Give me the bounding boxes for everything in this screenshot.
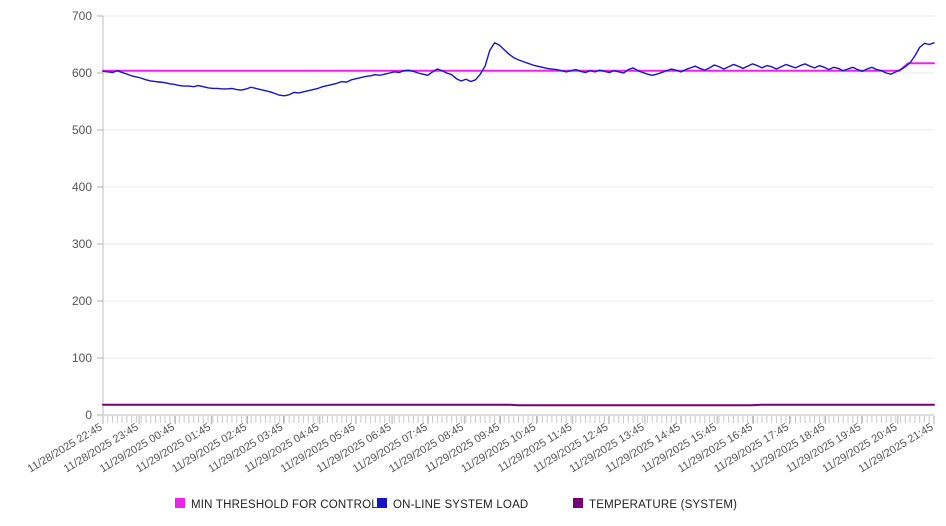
axis-lines (102, 16, 934, 416)
series-line-0 (102, 62, 935, 72)
y-axis-tick-label: 500 (72, 123, 92, 137)
grid-lines (97, 15, 934, 416)
y-axis-tick-label: 0 (85, 408, 92, 422)
data-series-group (102, 42, 935, 407)
y-axis-tick-label: 400 (72, 180, 92, 194)
y-axis-tick-label: 100 (72, 351, 92, 365)
y-axis-tick-labels: 0 100 200 300 400 500 600 700 (72, 9, 92, 422)
x-axis-tick-marks (102, 416, 935, 423)
legend-item-label: TEMPERATURE (SYSTEM) (589, 499, 737, 511)
legend-swatch-system-load-icon (377, 498, 387, 508)
y-axis-tick-label: 200 (72, 294, 92, 308)
series-line-2 (102, 403, 935, 407)
legend-swatch-temperature-icon (573, 498, 583, 508)
y-axis-tick-label: 300 (72, 237, 92, 251)
chart-legend: MIN THRESHOLD FOR CONTROL ON-LINE SYSTEM … (175, 498, 737, 511)
legend-swatch-min-threshold-icon (175, 498, 185, 508)
y-axis-tick-label: 700 (72, 9, 92, 23)
legend-item-label: ON-LINE SYSTEM LOAD (393, 499, 528, 511)
legend-item-label: MIN THRESHOLD FOR CONTROL (191, 499, 378, 511)
series-line-1 (102, 42, 935, 97)
y-axis-tick-label: 600 (72, 66, 92, 80)
